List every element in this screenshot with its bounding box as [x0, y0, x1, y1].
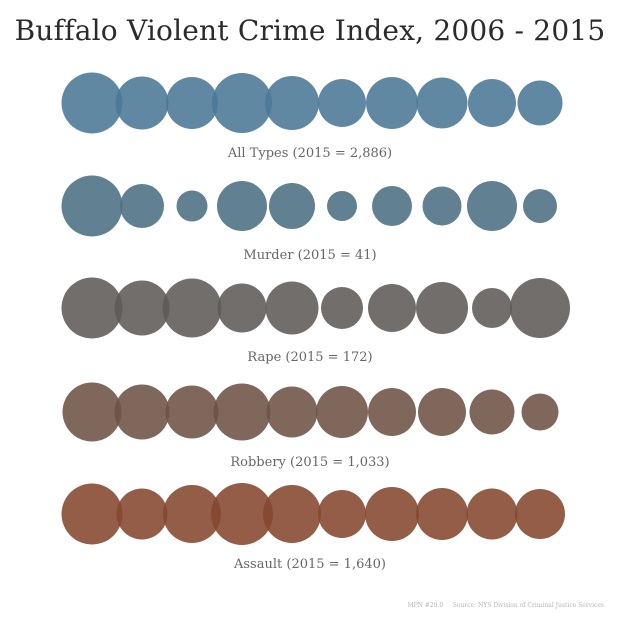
series-row-assault: Assault (2015 = 1,640): [61, 483, 565, 572]
bubble-2013: [422, 186, 462, 226]
bubble-2006: [61, 277, 123, 339]
bubble-2007: [120, 184, 164, 228]
bubble-2013: [416, 282, 468, 334]
bubble-2009: [217, 283, 267, 333]
bubble-2008: [165, 385, 219, 439]
bubble-2006: [61, 483, 123, 545]
bubble-2007: [116, 488, 168, 540]
bubble-2012: [366, 77, 418, 129]
bubble-2010: [265, 281, 319, 335]
bubble-2011: [316, 386, 368, 438]
series-row-murder: Murder (2015 = 41): [61, 175, 557, 263]
bubble-2015: [510, 278, 570, 338]
bubble-2007: [114, 384, 170, 440]
bubble-2014: [466, 488, 518, 540]
bubble-2009: [217, 181, 267, 231]
bubble-2011: [318, 79, 366, 127]
bubble-2012: [368, 388, 416, 436]
bubble-2006: [61, 72, 123, 134]
bubble-2009: [213, 383, 271, 441]
bubble-2011: [318, 490, 366, 538]
bubble-2015: [523, 189, 557, 223]
series-label: Assault (2015 = 1,640): [233, 557, 386, 572]
bubble-2008: [163, 485, 221, 543]
bubble-2014: [467, 181, 517, 231]
bubble-2009: [212, 73, 272, 133]
bubble-2014: [472, 288, 512, 328]
series-row-robbery: Robbery (2015 = 1,033): [62, 382, 559, 470]
bubble-2012: [372, 186, 412, 226]
bubble-2011: [327, 191, 357, 221]
bubble-2007: [115, 76, 169, 130]
bubble-2009: [211, 483, 273, 545]
bubble-2010: [266, 386, 318, 438]
source-footer: MPN #29.0 Source: NYS Division of Crimin…: [407, 602, 604, 609]
series-row-all-types: All Types (2015 = 2,886): [61, 72, 563, 161]
bubble-2006: [61, 175, 123, 237]
bubble-2007: [114, 280, 170, 336]
series-label: Murder (2015 = 41): [243, 248, 376, 263]
footer-source: Source: NYS Division of Criminal Justice…: [452, 602, 604, 609]
bubble-2008: [162, 278, 222, 338]
series-label: All Types (2015 = 2,886): [227, 146, 392, 161]
bubble-2008: [176, 190, 208, 222]
bubble-2013: [418, 388, 466, 436]
bubble-2011: [321, 287, 363, 329]
bubble-2012: [368, 284, 416, 332]
footer-id: MPN #29.0: [407, 602, 444, 609]
bubble-2010: [263, 485, 321, 543]
bubble-2010: [269, 183, 315, 229]
bubble-2006: [62, 382, 122, 442]
bubble-2015: [515, 489, 565, 539]
bubble-2008: [166, 77, 218, 129]
bubble-2015: [521, 393, 559, 431]
bubble-2013: [416, 488, 468, 540]
bubble-2014: [468, 79, 516, 127]
bubble-2014: [469, 389, 515, 435]
bubble-2015: [517, 80, 563, 126]
series-row-rape: Rape (2015 = 172): [61, 277, 570, 365]
bubble-2012: [365, 487, 419, 541]
bubble-2010: [265, 76, 319, 130]
bubble-2013: [416, 77, 468, 129]
series-label: Rape (2015 = 172): [247, 350, 372, 365]
series-label: Robbery (2015 = 1,033): [230, 455, 389, 470]
chart-title: Buffalo Violent Crime Index, 2006 - 2015: [14, 14, 606, 47]
